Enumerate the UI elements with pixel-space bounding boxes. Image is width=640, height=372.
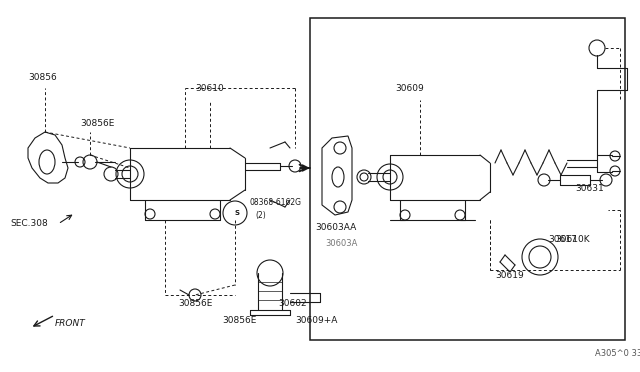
Text: SEC.308: SEC.308 xyxy=(10,219,48,228)
Text: 30610K: 30610K xyxy=(555,235,589,244)
Text: 08368-6162G: 08368-6162G xyxy=(250,198,302,207)
Text: 30617: 30617 xyxy=(548,235,577,244)
Text: A305^0 33: A305^0 33 xyxy=(595,349,640,358)
Text: 30609: 30609 xyxy=(395,84,424,93)
Text: 30609+A: 30609+A xyxy=(295,316,337,325)
Text: S: S xyxy=(234,210,239,216)
Text: 30603AA: 30603AA xyxy=(315,223,356,232)
Text: 30602: 30602 xyxy=(278,299,307,308)
Text: 30856E: 30856E xyxy=(80,119,115,128)
Text: 30856E: 30856E xyxy=(178,299,212,308)
Text: (2): (2) xyxy=(255,211,266,220)
Text: 30856: 30856 xyxy=(28,73,57,82)
Text: 30610: 30610 xyxy=(195,84,224,93)
Text: 30619: 30619 xyxy=(495,271,524,280)
Text: 30631: 30631 xyxy=(575,184,604,193)
Bar xyxy=(310,18,625,340)
Text: 30856E: 30856E xyxy=(222,316,257,325)
Text: 30603A: 30603A xyxy=(325,239,357,248)
Text: FRONT: FRONT xyxy=(55,319,86,328)
